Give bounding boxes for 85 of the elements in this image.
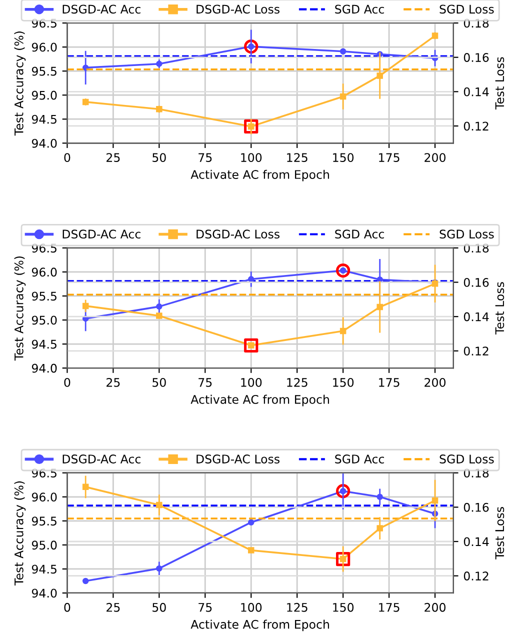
- x-tick-label: 125: [287, 602, 308, 612]
- x-tick-label: 100: [241, 602, 262, 612]
- x-tick-label: 75: [198, 378, 212, 387]
- y2-tick-label: 0.18: [464, 18, 489, 28]
- y-axis-title: Test Accuracy (%): [14, 256, 26, 361]
- x-axis-title: Activate AC from Epoch: [190, 394, 329, 406]
- legend-label: SGD Acc: [335, 230, 384, 239]
- x-tick-label: 25: [106, 378, 120, 387]
- legend-label: SGD Acc: [335, 454, 384, 464]
- y2-tick-label: 0.14: [464, 312, 489, 322]
- y2-tick-label: 0.18: [464, 244, 489, 253]
- x-tick-label: 25: [106, 153, 120, 162]
- legend-label: DSGD-AC Loss: [196, 230, 280, 239]
- y2-tick-label: 0.16: [464, 278, 489, 287]
- point: [336, 263, 350, 278]
- y-tick-label: 95.5: [32, 516, 56, 526]
- y2-tick-label: 0.18: [464, 468, 489, 478]
- y2-axis-title: Test Loss: [495, 57, 504, 110]
- x-tick-label: 200: [424, 602, 446, 612]
- y-tick-label: 95.5: [32, 292, 56, 301]
- legend-label: SGD Loss: [440, 4, 494, 14]
- legend-label: SGD Loss: [440, 230, 494, 239]
- x-tick-label: 125: [287, 378, 308, 387]
- y-axis-title: Test Accuracy (%): [14, 481, 26, 586]
- y2-axis-title: Test Loss: [495, 507, 504, 560]
- y-tick-label: 96.0: [32, 268, 57, 277]
- x-axis-title: Activate AC from Epoch: [190, 620, 329, 632]
- y-tick-label: 94.5: [32, 340, 56, 349]
- y2-tick-label: 0.12: [464, 572, 488, 580]
- y-tick-label: 94.0: [32, 364, 57, 373]
- point: [244, 119, 258, 134]
- legend-label: DSGD-AC Acc: [62, 230, 140, 239]
- x-tick-label: 0: [64, 378, 70, 387]
- legend-label: SGD Loss: [440, 454, 494, 464]
- y-tick-label: 94.0: [32, 588, 57, 598]
- y2-tick-label: 0.14: [464, 87, 489, 96]
- y2-tick-label: 0.14: [464, 537, 489, 546]
- point: [336, 552, 350, 566]
- x-tick-label: 50: [152, 153, 166, 162]
- x-axis-title: Activate AC from Epoch: [190, 170, 329, 182]
- x-tick-label: 75: [198, 603, 212, 612]
- x-tick-label: 125: [287, 153, 308, 162]
- legend-label: SGD Acc: [335, 4, 384, 14]
- x-tick-label: 150: [333, 378, 354, 387]
- point: [248, 519, 254, 526]
- y2-tick-label: 0.12: [464, 122, 488, 131]
- x-tick-label: 100: [241, 153, 262, 162]
- y-tick-label: 96.5: [32, 468, 56, 478]
- y-tick-label: 96.0: [32, 492, 57, 502]
- y-tick-label: 95.0: [32, 90, 57, 100]
- point: [156, 312, 162, 319]
- x-tick-label: 150: [333, 602, 354, 612]
- y-tick-label: 95.5: [32, 66, 56, 76]
- y-tick-label: 94.5: [32, 564, 56, 574]
- y-tick-label: 94.0: [32, 138, 57, 148]
- y-tick-label: 94.5: [32, 114, 56, 124]
- y-tick-label: 95.0: [32, 540, 57, 550]
- y-tick-label: 96.5: [32, 18, 56, 28]
- point: [248, 547, 254, 554]
- point: [244, 338, 258, 352]
- x-tick-label: 175: [379, 378, 400, 387]
- legend-label: DSGD-AC Acc: [62, 4, 140, 14]
- x-tick-label: 0: [64, 602, 70, 612]
- y-tick-label: 95.0: [32, 316, 57, 325]
- legend-label: DSGD-AC Acc: [62, 454, 140, 464]
- y2-tick-label: 0.16: [464, 53, 489, 62]
- y2-tick-label: 0.12: [464, 346, 488, 356]
- x-tick-label: 50: [152, 378, 166, 387]
- x-tick-label: 50: [152, 602, 166, 612]
- x-tick-label: 0: [64, 153, 70, 162]
- legend-label: DSGD-AC Loss: [196, 454, 280, 464]
- x-tick-label: 175: [379, 603, 400, 612]
- x-tick-label: 25: [106, 602, 120, 612]
- y-tick-label: 96.0: [32, 42, 57, 52]
- y2-axis-title: Test Loss: [495, 282, 504, 334]
- x-tick-label: 100: [241, 378, 262, 387]
- legend-label: DSGD-AC Loss: [196, 4, 280, 14]
- x-tick-label: 200: [424, 378, 446, 387]
- y-axis-title: Test Accuracy (%): [14, 32, 26, 136]
- x-tick-label: 150: [333, 153, 354, 162]
- x-tick-label: 200: [424, 153, 446, 162]
- y2-tick-label: 0.16: [464, 502, 489, 512]
- y-tick-label: 96.5: [32, 244, 56, 253]
- x-tick-label: 75: [198, 153, 212, 162]
- x-tick-label: 175: [379, 153, 400, 162]
